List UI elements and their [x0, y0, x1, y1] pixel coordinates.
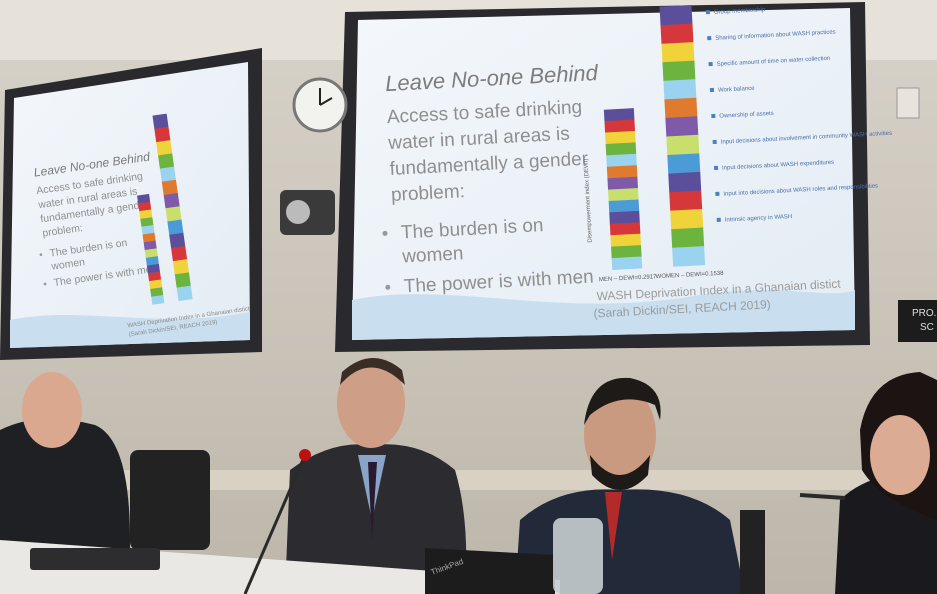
person-head [870, 415, 930, 495]
chart-segment [607, 165, 638, 178]
legend-swatch [717, 218, 721, 222]
chart-segment [669, 190, 702, 211]
legend-swatch [714, 166, 718, 170]
chart-segment [609, 199, 640, 212]
chart-segment [604, 120, 635, 133]
legend-swatch [710, 88, 714, 92]
chart-segment [661, 24, 694, 45]
chart-segment [609, 211, 640, 224]
legend-swatch [709, 62, 713, 66]
slide-bullet: women [401, 243, 464, 267]
chart-segment [664, 98, 697, 119]
chart-segment [608, 188, 639, 201]
chart-segment [606, 154, 637, 167]
chart-segment [607, 177, 638, 190]
chart-segment [152, 114, 168, 129]
chart-segment [164, 193, 180, 208]
legend-swatch [713, 140, 717, 144]
legend-swatch [707, 36, 711, 40]
chart-segment [171, 246, 187, 261]
water-bottle [553, 518, 603, 594]
legend-swatch [706, 10, 710, 14]
photo: Leave No-one BehindAccess to safe drinki… [0, 0, 937, 594]
tablet [30, 548, 160, 570]
chart-segment [671, 228, 704, 249]
chart-segment [162, 180, 178, 195]
sign-text: SC [920, 322, 934, 333]
chart-segment [154, 127, 170, 142]
chart-segment [665, 116, 698, 137]
chair [740, 510, 765, 594]
chart-segment [668, 172, 701, 193]
page: Leave No-one BehindAccess to safe drinki… [0, 0, 937, 594]
chart-segment [670, 209, 703, 230]
chart-segment [177, 286, 193, 301]
chart-segment [611, 245, 642, 258]
sign-plate [898, 300, 937, 342]
sign-text: PRO. [912, 308, 936, 319]
chart-segment [156, 140, 172, 155]
chart-segment [158, 153, 174, 168]
legend-swatch [711, 114, 715, 118]
wall-switch [897, 88, 919, 118]
camera-lens [286, 200, 310, 224]
chart-segment [661, 42, 694, 63]
legend-swatch [715, 192, 719, 196]
chart-segment [612, 257, 643, 270]
chart-segment [660, 5, 693, 26]
chart-segment [175, 272, 191, 287]
microphone-tip [299, 449, 311, 461]
slide-text: problem: [390, 181, 465, 206]
chart-segment [610, 234, 641, 247]
chart-segment [663, 79, 696, 100]
chart-segment [169, 233, 185, 248]
chart-segment [666, 135, 699, 156]
chart-segment [606, 142, 637, 155]
chart-segment [610, 222, 641, 235]
person-head [22, 372, 82, 448]
chart-segment [667, 153, 700, 174]
chair [130, 450, 210, 550]
chart-segment [604, 108, 635, 121]
chart-segment [160, 167, 176, 182]
chart-segment [151, 295, 164, 305]
chart-segment [167, 219, 183, 234]
chart-segment [605, 131, 636, 144]
chart-segment [672, 246, 705, 267]
chart-segment [662, 61, 695, 82]
chart-segment [165, 206, 181, 221]
chart-segment [173, 259, 189, 274]
